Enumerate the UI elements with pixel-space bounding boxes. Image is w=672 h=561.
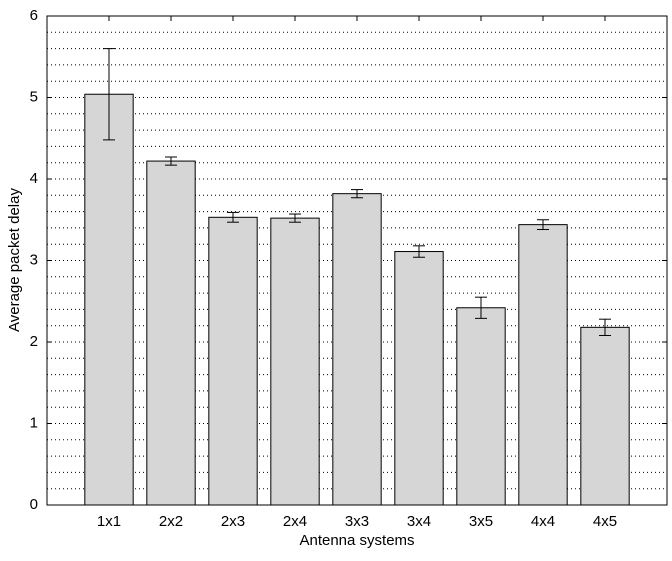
x-axis-label: Antenna systems xyxy=(299,532,414,549)
y-tick-label: 0 xyxy=(30,496,38,513)
bar xyxy=(456,307,506,506)
y-tick-label: 4 xyxy=(30,170,38,187)
error-bar xyxy=(537,219,549,231)
error-bar xyxy=(413,245,425,258)
error-bar xyxy=(351,189,363,199)
x-tick-label: 3x4 xyxy=(407,513,431,530)
bar xyxy=(394,251,444,506)
y-tick-label: 5 xyxy=(30,88,38,105)
error-bar xyxy=(599,318,611,336)
plot-frame xyxy=(46,15,668,506)
x-tick-label: 2x3 xyxy=(221,513,245,530)
bar xyxy=(84,93,134,506)
y-tick-label: 6 xyxy=(30,7,38,24)
x-tick-label: 4x4 xyxy=(531,513,555,530)
y-tick-label: 3 xyxy=(30,251,38,268)
error-bar xyxy=(103,48,115,141)
x-tick-label: 4x5 xyxy=(593,513,617,530)
error-bar xyxy=(227,211,239,223)
x-tick-label: 3x5 xyxy=(469,513,493,530)
bar xyxy=(146,160,196,506)
y-axis-label: Average packet delay xyxy=(6,188,23,332)
x-tick-label: 2x2 xyxy=(159,513,183,530)
bar xyxy=(208,216,258,506)
error-bar xyxy=(475,296,487,319)
bar xyxy=(270,217,320,506)
bar xyxy=(332,193,382,506)
error-bar xyxy=(165,156,177,166)
error-bar xyxy=(289,213,301,223)
y-tick-label: 2 xyxy=(30,333,38,350)
bar xyxy=(580,326,630,506)
x-tick-label: 1x1 xyxy=(97,513,121,530)
x-tick-label: 2x4 xyxy=(283,513,307,530)
x-tick-label: 3x3 xyxy=(345,513,369,530)
y-tick-label: 1 xyxy=(30,414,38,431)
bar xyxy=(518,224,568,506)
